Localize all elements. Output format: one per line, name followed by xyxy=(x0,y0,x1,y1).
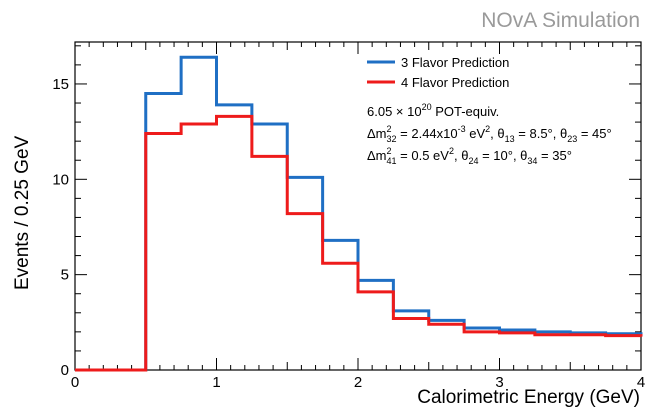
plot-frame xyxy=(74,41,642,371)
x-tick-label: 3 xyxy=(495,374,503,391)
axis-ticks xyxy=(74,42,642,371)
x-tick-label: 0 xyxy=(71,374,79,391)
y-tick-label: 5 xyxy=(61,267,69,284)
x-tick-label: 2 xyxy=(354,374,362,391)
legend-label-4-flavor: 4 Flavor Prediction xyxy=(401,75,509,90)
tick-labels: 0 1 2 3 4 0 5 10 15 xyxy=(52,76,645,391)
legend: 3 Flavor Prediction 4 Flavor Prediction xyxy=(367,55,509,90)
pot-exposure-text: 6.05 × 1020 POT-equiv. xyxy=(367,102,499,119)
legend-label-3-flavor: 3 Flavor Prediction xyxy=(401,55,509,70)
y-tick-label: 10 xyxy=(52,171,69,188)
four-flavor-parameters-text: Δm2 41 = 0.5 eV2, θ24 = 10°, θ34 = 35° xyxy=(367,146,572,166)
y-axis-title: Events / 0.25 GeV xyxy=(12,135,33,290)
y-tick-label: 15 xyxy=(52,76,69,93)
three-flavor-parameters-text: Δm2 32 = 2.44x10-3 eV2, θ13 = 8.5°, θ23 =… xyxy=(367,124,612,144)
x-tick-label: 4 xyxy=(637,374,645,391)
oscillation-parameters: 6.05 × 1020 POT-equiv. Δm2 32 = 2.44x10-3… xyxy=(367,102,612,166)
series-3-flavor-prediction xyxy=(75,55,643,372)
y-tick-label: 0 xyxy=(61,362,69,379)
x-axis-title: Calorimetric Energy (GeV) xyxy=(417,387,640,408)
x-tick-label: 1 xyxy=(212,374,220,391)
watermark-label: NOvA Simulation xyxy=(481,9,640,32)
series-4-flavor-prediction xyxy=(75,114,643,372)
series-layer xyxy=(75,55,643,372)
